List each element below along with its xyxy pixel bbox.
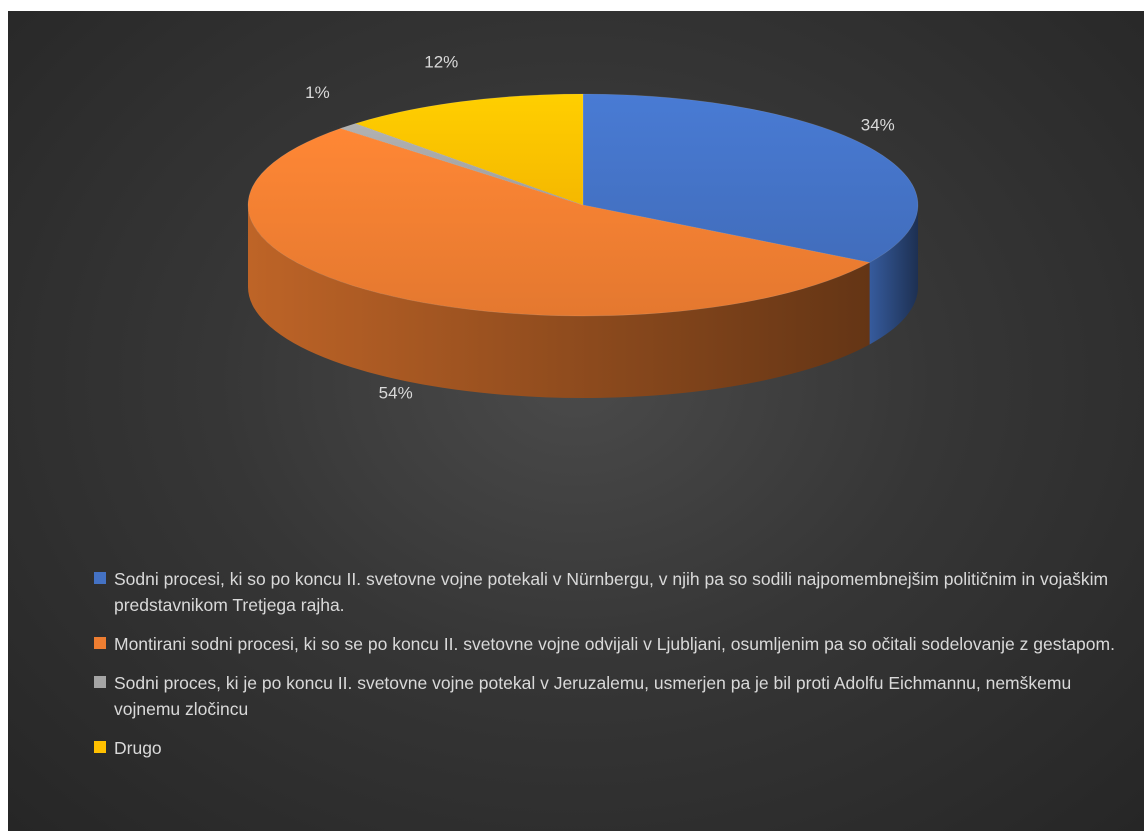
legend-label: Sodni proces, ki je po koncu II. svetovn… [114, 673, 1072, 719]
legend-item: Sodni proces, ki je po koncu II. svetovn… [94, 670, 1124, 722]
pie-slice [354, 93, 584, 206]
pie-slice [247, 128, 871, 317]
legend-item: Drugo [94, 735, 1124, 761]
legend-item: Sodni procesi, ki so po koncu II. svetov… [94, 566, 1124, 618]
pie-side-wall [869, 205, 918, 345]
pie-chart: 34% 54% 1% 12% [247, 53, 919, 403]
data-label: 54% [379, 384, 413, 403]
legend: Sodni procesi, ki so po koncu II. svetov… [94, 566, 1124, 774]
chart-area: 34% 54% 1% 12% Sodni procesi, ki so po konc… [8, 11, 1144, 831]
legend-item: Montirani sodni procesi, ki so se po kon… [94, 631, 1124, 657]
legend-swatch [94, 637, 106, 649]
data-label: 12% [424, 53, 458, 72]
pie-slice [339, 123, 584, 206]
pie-side-wall [248, 205, 870, 399]
data-label: 34% [861, 115, 895, 134]
legend-swatch [94, 676, 106, 688]
data-label: 1% [305, 83, 330, 102]
pie-slice [582, 93, 919, 263]
legend-label: Drugo [114, 738, 162, 758]
legend-swatch [94, 572, 106, 584]
legend-swatch [94, 741, 106, 753]
legend-label: Sodni procesi, ki so po koncu II. svetov… [114, 569, 1109, 615]
legend-label: Montirani sodni procesi, ki so se po kon… [114, 634, 1115, 654]
